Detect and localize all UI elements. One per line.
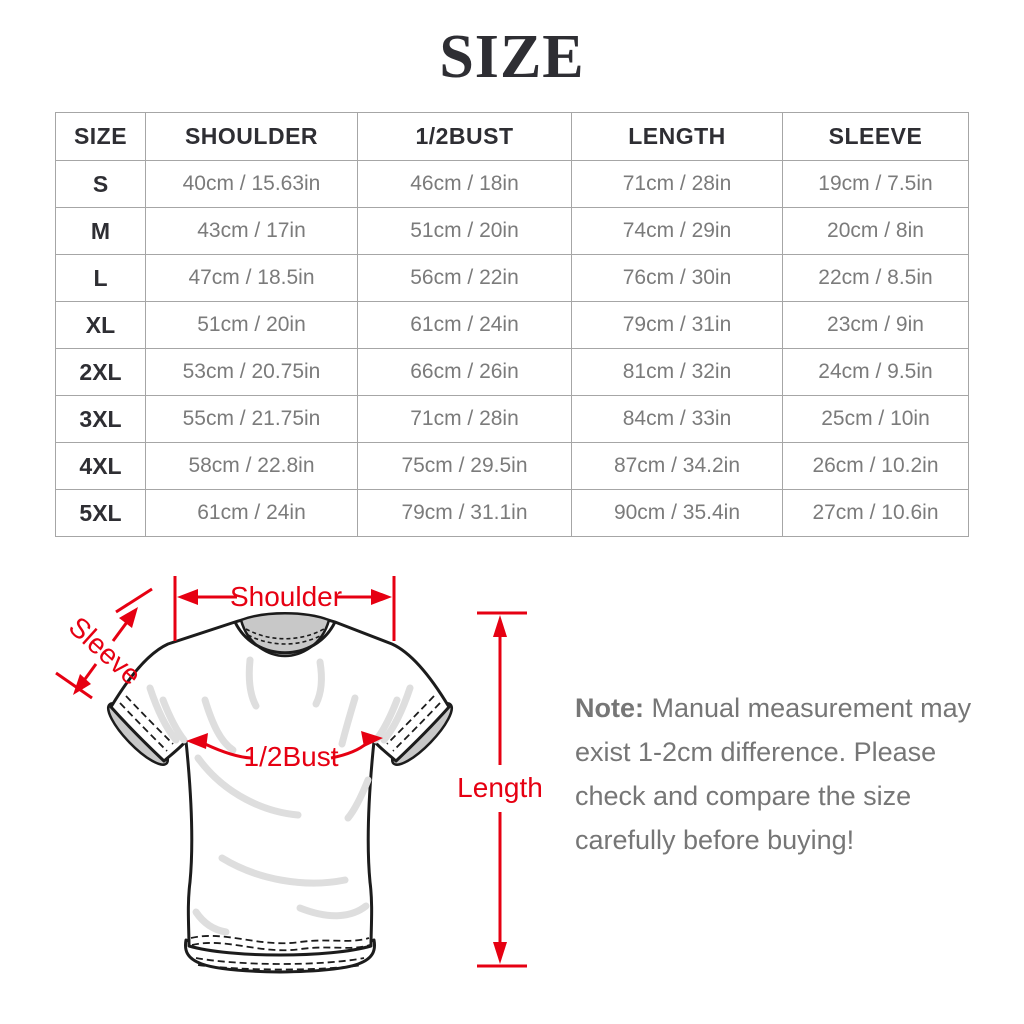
column-header-size: SIZE bbox=[55, 112, 146, 161]
table-row: S 40cm / 15.63in 46cm / 18in 71cm / 28in… bbox=[55, 160, 969, 208]
bust-cell: 79cm / 31.1in bbox=[357, 489, 572, 537]
wrinkle-lines bbox=[146, 656, 414, 936]
shoulder-cell: 43cm / 17in bbox=[145, 207, 358, 255]
shoulder-cell: 58cm / 22.8in bbox=[145, 442, 358, 490]
sleeve-label: Sleeve bbox=[63, 611, 147, 691]
length-cell: 76cm / 30in bbox=[571, 254, 783, 302]
length-cell: 87cm / 34.2in bbox=[571, 442, 783, 490]
note-text: Note: Manual measurement may exist 1-2cm… bbox=[575, 686, 973, 862]
sleeve-cell: 24cm / 9.5in bbox=[782, 348, 969, 396]
shoulder-cell: 40cm / 15.63in bbox=[145, 160, 358, 208]
sleeve-cell: 25cm / 10in bbox=[782, 395, 969, 443]
page-title: SIZE bbox=[439, 23, 585, 91]
sleeve-cell: 27cm / 10.6in bbox=[782, 489, 969, 537]
length-cell: 90cm / 35.4in bbox=[571, 489, 783, 537]
length-cell: 74cm / 29in bbox=[571, 207, 783, 255]
note-prefix: Note: bbox=[575, 693, 644, 723]
size-table-body: S 40cm / 15.63in 46cm / 18in 71cm / 28in… bbox=[55, 160, 969, 537]
table-row: 2XL 53cm / 20.75in 66cm / 26in 81cm / 32… bbox=[55, 348, 969, 396]
length-cell: 84cm / 33in bbox=[571, 395, 783, 443]
length-arrow bbox=[477, 611, 527, 968]
sleeve-cell: 22cm / 8.5in bbox=[782, 254, 969, 302]
shoulder-label: Shoulder bbox=[230, 581, 342, 612]
length-cell: 71cm / 28in bbox=[571, 160, 783, 208]
tshirt-body bbox=[109, 614, 451, 957]
bust-cell: 71cm / 28in bbox=[357, 395, 572, 443]
bust-arrow bbox=[186, 731, 383, 760]
note-body: Manual measurement may exist 1-2cm diffe… bbox=[575, 693, 972, 855]
header-row: SIZE SHOULDER 1/2BUST LENGTH SLEEVE bbox=[55, 112, 969, 161]
shoulder-arrow bbox=[173, 576, 396, 641]
bust-label: 1/2Bust bbox=[244, 741, 339, 772]
size-cell: XL bbox=[55, 301, 146, 349]
column-header-length: LENGTH bbox=[571, 112, 783, 161]
length-cell: 81cm / 32in bbox=[571, 348, 783, 396]
bust-cell: 66cm / 26in bbox=[357, 348, 572, 396]
bust-cell: 56cm / 22in bbox=[357, 254, 572, 302]
column-header-bust: 1/2BUST bbox=[357, 112, 572, 161]
sleeve-cell: 19cm / 7.5in bbox=[782, 160, 969, 208]
bust-cell: 46cm / 18in bbox=[357, 160, 572, 208]
shoulder-cell: 61cm / 24in bbox=[145, 489, 358, 537]
collar bbox=[233, 612, 337, 658]
sleeve-cell: 20cm / 8in bbox=[782, 207, 969, 255]
length-label: Length bbox=[457, 772, 543, 803]
bust-cell: 75cm / 29.5in bbox=[357, 442, 572, 490]
size-cell: 3XL bbox=[55, 395, 146, 443]
tshirt-illustration bbox=[106, 612, 454, 974]
table-row: 5XL 61cm / 24in 79cm / 31.1in 90cm / 35.… bbox=[55, 489, 969, 537]
column-header-sleeve: SLEEVE bbox=[782, 112, 969, 161]
size-cell: 5XL bbox=[55, 489, 146, 537]
bust-cell: 51cm / 20in bbox=[357, 207, 572, 255]
table-row: 3XL 55cm / 21.75in 71cm / 28in 84cm / 33… bbox=[55, 395, 969, 443]
shoulder-cell: 55cm / 21.75in bbox=[145, 395, 358, 443]
shoulder-cell: 47cm / 18.5in bbox=[145, 254, 358, 302]
size-cell: S bbox=[55, 160, 146, 208]
table-row: L 47cm / 18.5in 56cm / 22in 76cm / 30in … bbox=[55, 254, 969, 302]
size-chart-table: SIZE SHOULDER 1/2BUST LENGTH SLEEVE S 40… bbox=[55, 112, 969, 537]
length-cell: 79cm / 31in bbox=[571, 301, 783, 349]
table-row: M 43cm / 17in 51cm / 20in 74cm / 29in 20… bbox=[55, 207, 969, 255]
sleeve-arrow bbox=[55, 587, 153, 700]
stitch-lines bbox=[119, 695, 441, 971]
table-row: 4XL 58cm / 22.8in 75cm / 29.5in 87cm / 3… bbox=[55, 442, 969, 490]
sleeve-cell: 23cm / 9in bbox=[782, 301, 969, 349]
